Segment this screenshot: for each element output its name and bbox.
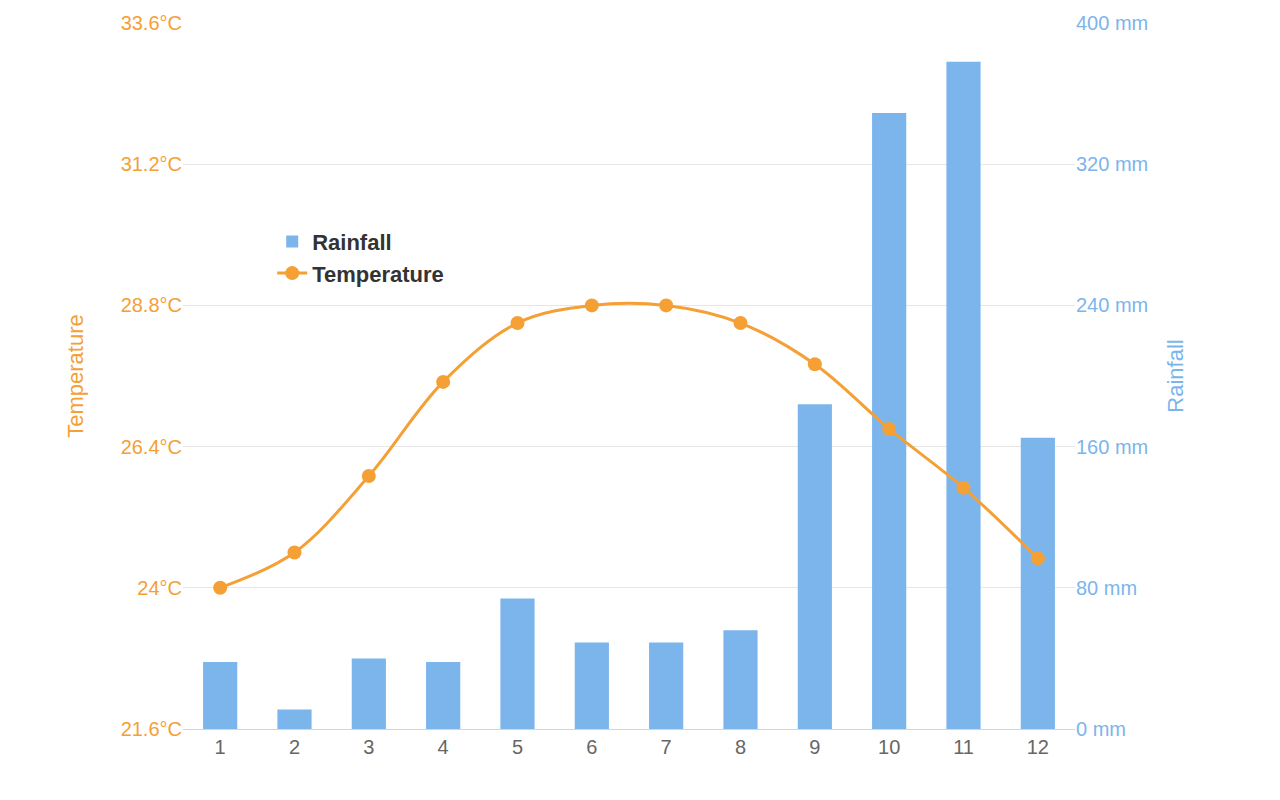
svg-text:3: 3 <box>363 736 374 758</box>
svg-text:21.6°C: 21.6°C <box>121 718 182 740</box>
svg-text:1: 1 <box>215 736 226 758</box>
svg-text:28.8°C: 28.8°C <box>121 294 182 316</box>
svg-text:7: 7 <box>661 736 672 758</box>
svg-text:80 mm: 80 mm <box>1076 577 1137 599</box>
svg-text:33.6°C: 33.6°C <box>121 12 182 34</box>
svg-text:4: 4 <box>438 736 449 758</box>
svg-text:400 mm: 400 mm <box>1076 12 1148 34</box>
svg-text:0 mm: 0 mm <box>1076 718 1126 740</box>
svg-text:10: 10 <box>878 736 900 758</box>
svg-text:9: 9 <box>809 736 820 758</box>
svg-text:8: 8 <box>735 736 746 758</box>
svg-text:31.2°C: 31.2°C <box>121 153 182 175</box>
svg-text:2: 2 <box>289 736 300 758</box>
svg-text:320 mm: 320 mm <box>1076 153 1148 175</box>
svg-text:240 mm: 240 mm <box>1076 294 1148 316</box>
svg-text:Temperature: Temperature <box>312 262 444 287</box>
svg-text:26.4°C: 26.4°C <box>121 436 182 458</box>
svg-text:160 mm: 160 mm <box>1076 436 1148 458</box>
svg-text:6: 6 <box>586 736 597 758</box>
svg-text:5: 5 <box>512 736 523 758</box>
svg-text:12: 12 <box>1027 736 1049 758</box>
svg-text:Rainfall: Rainfall <box>312 230 391 255</box>
svg-text:Temperature: Temperature <box>63 314 88 438</box>
svg-text:24°C: 24°C <box>137 577 182 599</box>
svg-text:11: 11 <box>953 736 974 758</box>
svg-text:Rainfall: Rainfall <box>1163 339 1188 412</box>
